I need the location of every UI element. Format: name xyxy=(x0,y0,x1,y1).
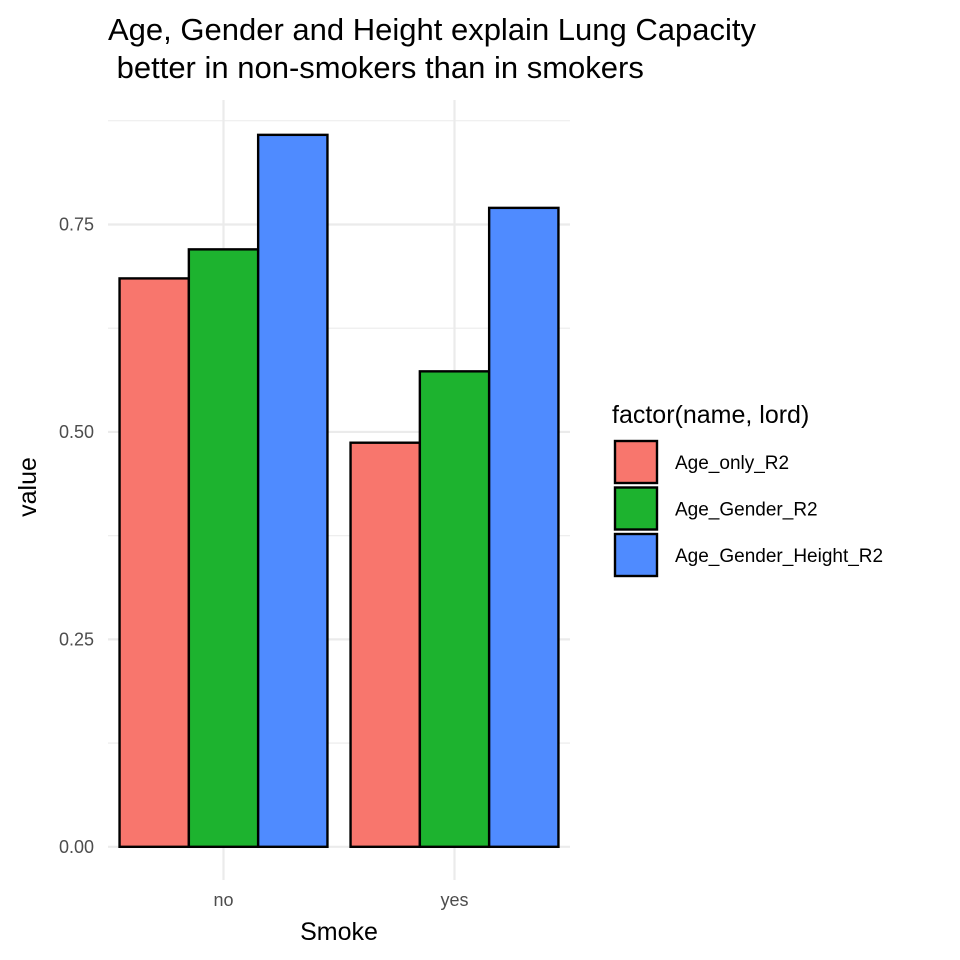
legend-key-Age_Gender_R2 xyxy=(613,486,659,531)
x-tick-label: yes xyxy=(440,890,468,910)
legend-items: Age_only_R2 Age_Gender_R2 Age_Gender_Heigh… xyxy=(613,439,883,578)
legend-title: factor(name, lord) xyxy=(612,401,809,429)
bar-no-Age_Gender_Height_R2 xyxy=(256,133,329,849)
x-tick-label: no xyxy=(213,890,233,910)
legend-label-Age_Gender_Height_R2: Age_Gender_Height_R2 xyxy=(675,546,883,567)
chart-title-line-2: better in non-smokers than in smokers xyxy=(108,50,644,85)
bar-no-Age_only_R2 xyxy=(118,277,191,849)
bars xyxy=(118,133,560,849)
legend-label-Age_Gender_R2: Age_Gender_R2 xyxy=(675,500,818,521)
legend: factor(name, lord) Age_only_R2 Age_Gender… xyxy=(612,401,883,578)
legend-label-Age_only_R2: Age_only_R2 xyxy=(675,453,789,474)
y-axis-title: value xyxy=(14,457,42,517)
chart-title-line-1: Age, Gender and Height explain Lung Capa… xyxy=(108,12,756,47)
bar-yes-Age_Gender_Height_R2 xyxy=(487,206,560,849)
bar-yes-Age_only_R2 xyxy=(349,441,422,849)
y-axis-ticks: 0.00 0.25 0.50 0.75 xyxy=(59,214,94,856)
x-axis-ticks: no yes xyxy=(213,890,468,910)
y-tick-label: 0.75 xyxy=(59,214,94,234)
x-axis-title: Smoke xyxy=(300,918,378,946)
legend-key-Age_Gender_Height_R2 xyxy=(613,532,659,578)
y-tick-label: 0.50 xyxy=(59,422,94,442)
legend-key-Age_only_R2 xyxy=(613,439,659,485)
y-tick-label: 0.00 xyxy=(59,837,94,857)
y-tick-label: 0.25 xyxy=(59,629,94,649)
bar-no-Age_Gender_R2 xyxy=(187,248,260,849)
bar-yes-Age_Gender_R2 xyxy=(418,370,491,849)
